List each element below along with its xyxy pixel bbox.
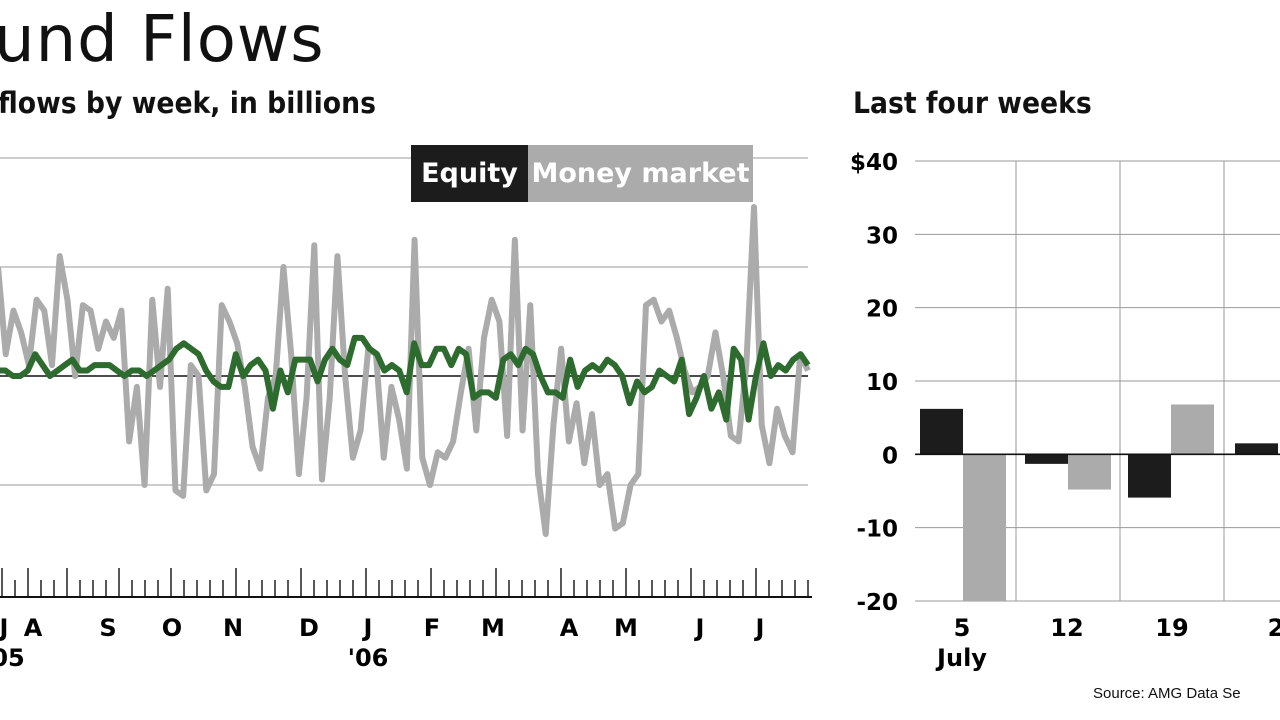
money-market-bar	[963, 454, 1006, 601]
y-tick-label: $40	[850, 150, 898, 176]
y-tick-label: 30	[866, 223, 898, 249]
source-note: Source: AMG Data Se	[1093, 685, 1241, 702]
chart-title: und Flows	[0, 3, 325, 77]
y-tick-label: 0	[882, 443, 898, 469]
x-month-label: J	[754, 614, 765, 642]
y-tick-label: 20	[866, 297, 898, 323]
money-market-line	[0, 204, 811, 538]
equity-bar	[1025, 454, 1068, 464]
bar-category-label: 2	[1268, 614, 1280, 642]
bar-category-label: 5	[954, 614, 971, 642]
x-month-label: J	[362, 614, 373, 642]
money-market-bar	[1171, 404, 1214, 455]
bar-month-label: July	[935, 644, 987, 672]
x-month-label: D	[299, 614, 319, 642]
y-tick-label: -20	[856, 590, 898, 616]
legend-money-market: Money market	[528, 145, 753, 202]
x-month-label: A	[560, 614, 579, 642]
y-tick-label: 10	[866, 370, 898, 396]
money-market-bar	[1068, 454, 1111, 490]
x-month-label: M	[481, 614, 505, 642]
equity-line	[0, 334, 811, 423]
equity-bar	[1128, 454, 1171, 498]
x-month-label: N	[223, 614, 243, 642]
x-month-label: F	[424, 614, 440, 642]
x-month-label: J	[694, 614, 705, 642]
equity-bar	[920, 408, 963, 455]
equity-bar	[1235, 443, 1278, 455]
bar-category-label: 12	[1050, 614, 1083, 642]
right-chart-title: Last four weeks	[853, 86, 1092, 120]
x-month-label: M	[614, 614, 638, 642]
x-month-label: S	[99, 614, 116, 642]
x-month-label: A	[24, 614, 43, 642]
y-tick-label: -10	[856, 517, 898, 543]
year-label: '06	[348, 644, 389, 672]
chart-subtitle: flows by week, in billions	[0, 86, 377, 120]
legend-equity: Equity	[411, 145, 528, 202]
year-label: '05	[0, 644, 25, 672]
x-month-label: O	[162, 614, 182, 642]
bar-category-label: 19	[1155, 614, 1188, 642]
x-month-label: J	[0, 614, 8, 642]
